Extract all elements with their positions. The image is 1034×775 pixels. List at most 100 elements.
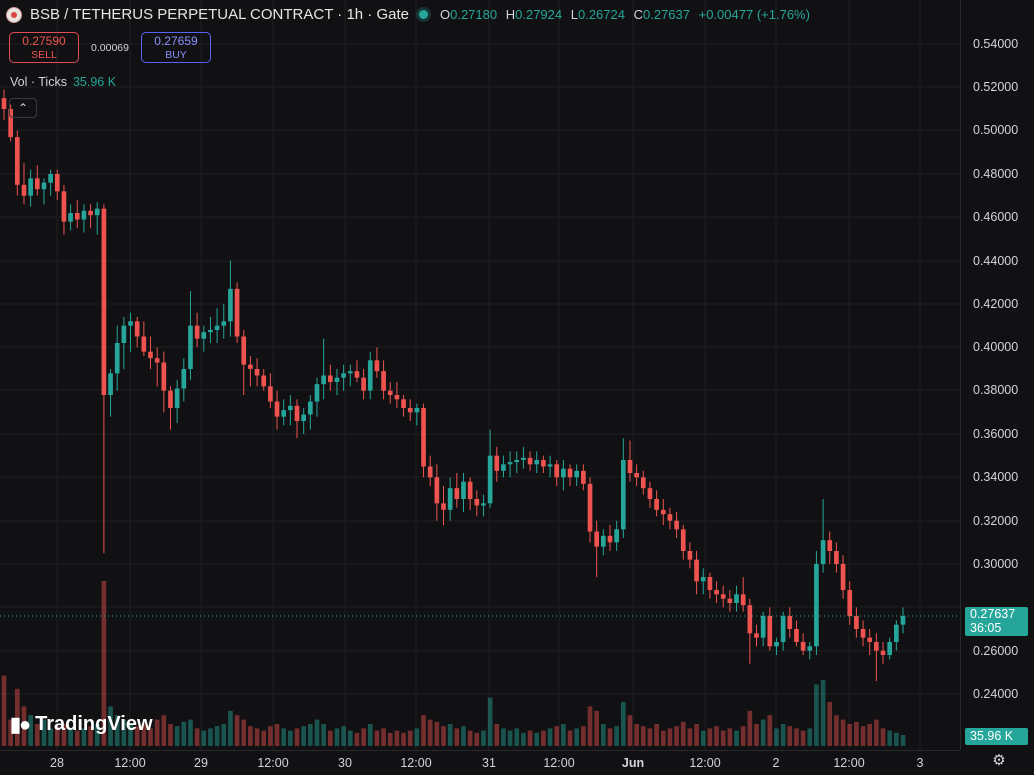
volume-bar [394,730,400,746]
volume-legend[interactable]: Vol · Ticks 35.96 K [10,75,116,89]
ohlc-open-key: O [439,7,451,22]
volume-bar [301,726,306,746]
volume-bar [607,728,613,746]
candle-body [860,629,866,638]
volume-bar [208,728,213,746]
time-axis-label: 28 [50,756,64,770]
candle-body [780,616,786,642]
candle-body [261,375,267,387]
candle-body [680,529,686,551]
volume-bar [367,724,373,746]
time-axis-label: 12:00 [689,756,721,770]
volume-bar [168,724,173,746]
candle-body [767,616,773,647]
volume-bar [834,715,839,746]
candle-body [181,369,187,389]
candle-body [634,473,639,478]
chart-area[interactable] [0,0,960,750]
symbol-logo-icon [6,6,22,23]
volume-bar [54,726,60,746]
volume-bar [567,730,573,746]
volume-bar [288,730,293,746]
candle-body [241,336,247,365]
volume-bar [700,730,706,746]
volume-bar [228,710,233,746]
candle-body [1,98,7,109]
collapse-legend-button[interactable]: ⌃ [9,98,37,118]
candle-body [14,137,20,185]
volume-bar [347,730,353,746]
candle-body [547,464,553,467]
price-axis-label: 0.40000 [973,340,1019,354]
candle-body [461,481,466,499]
ohlc-change: +0.00477 (+1.76%) [698,7,810,22]
volume-bar [454,728,460,746]
candle-body [747,605,753,634]
volume-bar [720,730,726,746]
volume-bar [547,728,553,746]
volume-bar [467,730,473,746]
bar-countdown: 36:05 [970,620,1002,635]
candle-body [68,213,73,222]
candle-body [367,360,373,391]
time-axis[interactable]: 28 12:00 29 12:00 30 12:00 31 12:00 Jun 12:00 2 12:… [0,750,960,775]
ohlc-high-value: 0.27924 [515,7,563,22]
volume-bar [374,730,380,746]
candle-body [21,184,27,196]
volume-bar [627,715,633,746]
candle-body [288,405,293,411]
candle-body [268,386,273,402]
volume-bar [574,728,580,746]
candle-body [467,481,473,499]
price-chart[interactable] [0,0,960,750]
volume-bar [41,719,47,746]
volume-bar [674,726,679,746]
volume-bar [194,728,200,746]
volume-bar [88,726,93,746]
volume-bar [121,719,127,746]
volume-bar [174,726,180,746]
volume-bar [660,730,666,746]
candle-body [8,109,13,138]
candle-body [521,457,526,460]
volume-bar [707,728,713,746]
volume-bar [561,724,566,746]
volume-bar [521,732,526,746]
buy-button[interactable]: 0.27659 BUY [141,32,211,63]
candle-body [760,616,766,638]
candle-body [667,514,673,521]
volume-bar [268,726,273,746]
volume-bar [114,715,120,746]
price-axis[interactable]: 0.54000 0.52000 0.50000 0.48000 0.46000 0.440… [960,0,1034,750]
sell-button[interactable]: 0.27590 SELL [9,32,79,63]
volume-bar [447,724,453,746]
volume-bar [261,730,267,746]
volume-bar [201,730,207,746]
time-axis-label: 12:00 [543,756,575,770]
volume-bar [694,724,699,746]
volume-bar [321,724,326,746]
volume-bar [407,730,413,746]
candle-body [221,321,227,326]
volume-bar [894,732,899,746]
volume-bar [794,728,799,746]
symbol-title[interactable]: BSB / TETHERUS PERPETUAL CONTRACT · 1h ·… [30,6,409,23]
volume-bar [341,726,346,746]
tradingview-logo[interactable]: ▮● TradingView [10,712,153,737]
volume-bar [281,728,287,746]
gear-icon[interactable]: ⚙ [992,752,1006,769]
candle-body [820,540,826,564]
volume-bar [527,730,533,746]
price-axis-label: 0.36000 [973,427,1019,441]
candle-body [154,358,160,363]
price-axis-label: 0.48000 [973,167,1019,181]
candle-body [141,336,147,352]
volume-bar [514,728,520,746]
candle-body [208,330,213,333]
candle-body [387,390,393,395]
volume-bar [780,724,786,746]
candle-body [347,371,353,374]
candle-body [88,210,93,216]
candle-body [887,642,893,655]
volume-bar [314,719,320,746]
